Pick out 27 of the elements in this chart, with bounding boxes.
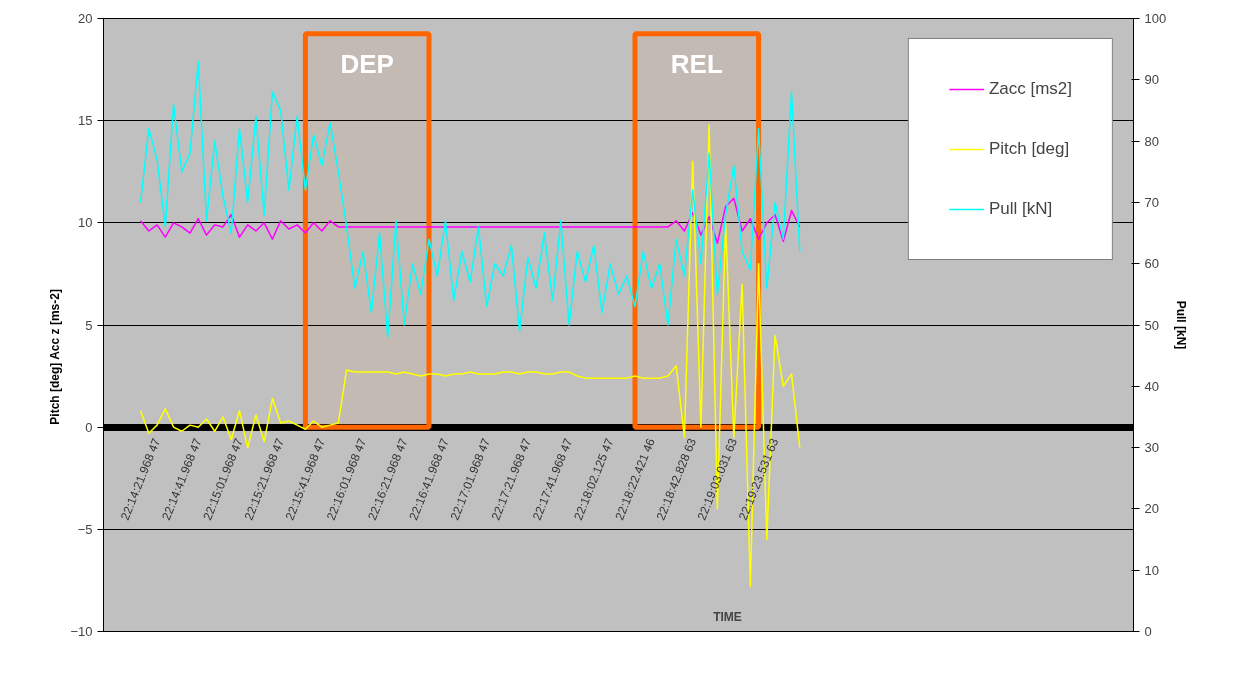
y2-axis-title: Pull [kN] xyxy=(1174,300,1189,350)
y2-tick-label: 30 xyxy=(1144,440,1159,456)
line-series xyxy=(139,197,801,245)
y-tick-label: 5 xyxy=(85,317,93,333)
y-axis-title: Pitch [deg] Acc z [ms-2] xyxy=(48,289,63,425)
annotation: REL xyxy=(670,48,723,79)
y2-tick-label: 20 xyxy=(1144,501,1159,517)
y-tick-label: 10 xyxy=(78,215,93,231)
y2-tick-label: 40 xyxy=(1144,378,1159,394)
y2-tick-label: 80 xyxy=(1144,133,1159,149)
y2-tick-label: 60 xyxy=(1144,256,1159,272)
y-tick-label: 0 xyxy=(85,419,93,435)
legend-label: Zacc [ms2] xyxy=(988,79,1072,99)
y-tick-label: −5 xyxy=(77,521,93,537)
legend-label: Pull [kN] xyxy=(988,199,1053,219)
y-tick-label: 20 xyxy=(78,11,93,26)
y2-tick-label: 70 xyxy=(1144,194,1159,210)
y-tick-label: 15 xyxy=(78,113,93,129)
legend-label: Pitch [deg] xyxy=(988,139,1070,159)
y2-tick-label: 90 xyxy=(1144,72,1159,88)
y2-tick-label: 0 xyxy=(1144,624,1152,639)
y2-tick-label: 50 xyxy=(1144,317,1159,333)
y2-tick-label: 100 xyxy=(1144,11,1167,26)
y-tick-label: −10 xyxy=(70,624,93,639)
annotation: DEP xyxy=(340,48,394,79)
x-axis-title: TIME xyxy=(713,609,742,624)
y2-tick-label: 10 xyxy=(1144,562,1159,578)
